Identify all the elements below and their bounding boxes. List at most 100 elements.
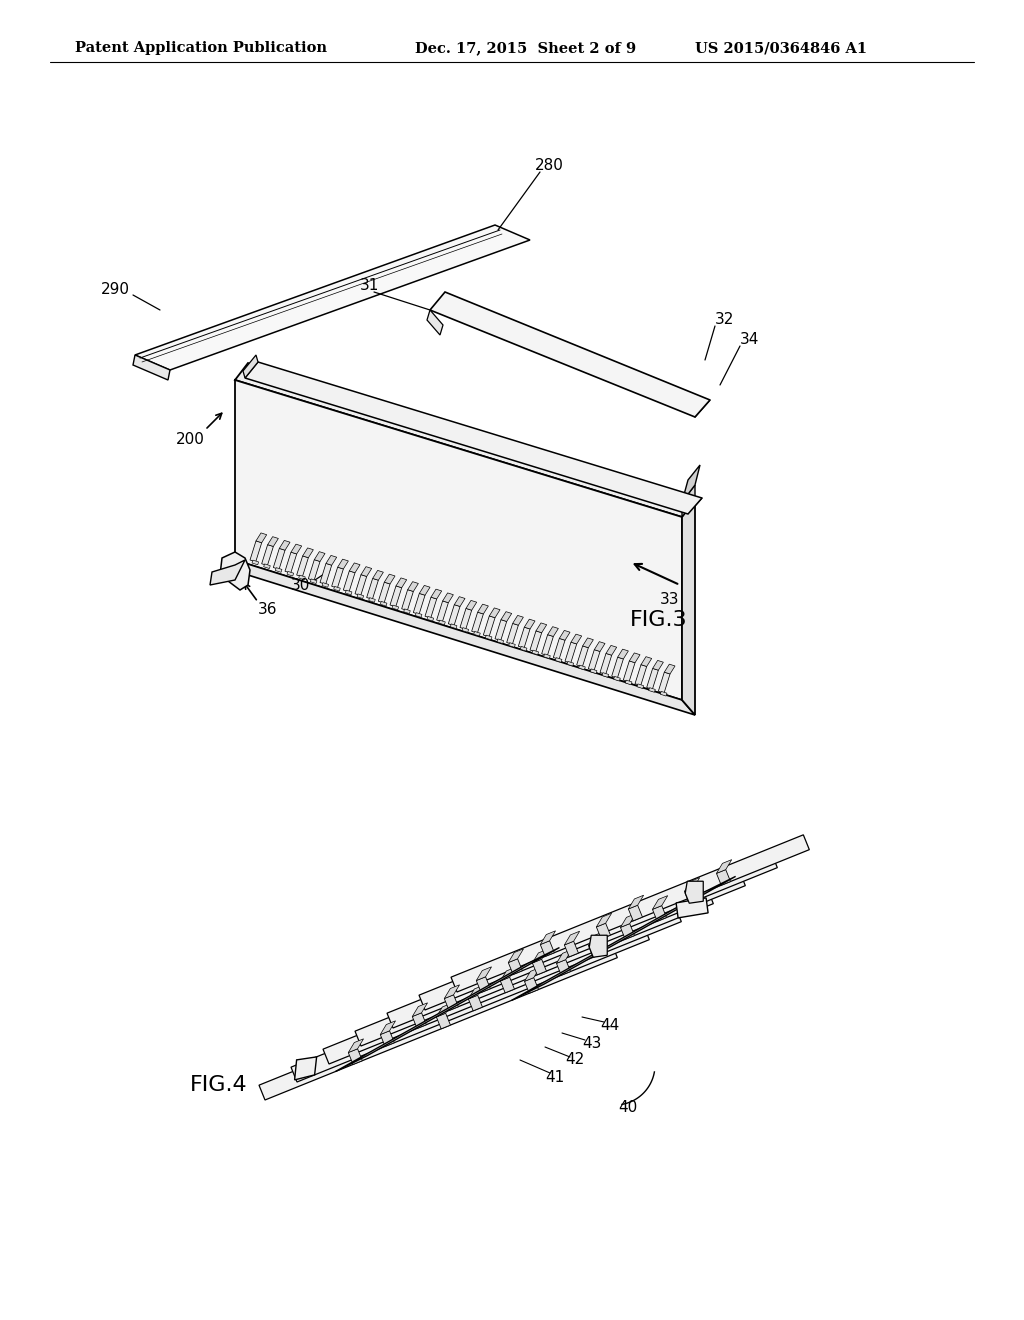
Polygon shape [652,906,667,921]
Polygon shape [476,977,490,993]
Text: Patent Application Publication: Patent Application Publication [75,41,327,55]
Text: 32: 32 [715,313,734,327]
Polygon shape [355,888,714,1045]
Polygon shape [512,876,735,1001]
Polygon shape [436,1003,452,1016]
Polygon shape [532,960,547,975]
Text: 44: 44 [600,1018,620,1032]
Polygon shape [133,355,170,380]
Polygon shape [419,853,777,1010]
Polygon shape [682,484,695,517]
Polygon shape [416,612,422,618]
Polygon shape [637,684,644,689]
Polygon shape [275,568,282,573]
Polygon shape [553,639,565,659]
Polygon shape [524,978,539,993]
Polygon shape [408,582,419,591]
Text: 34: 34 [740,333,760,347]
Polygon shape [451,834,809,993]
Polygon shape [245,362,702,513]
Polygon shape [413,1012,426,1028]
Polygon shape [413,1003,428,1016]
Polygon shape [392,605,398,610]
Text: 33: 33 [660,593,680,607]
Polygon shape [530,631,542,652]
Polygon shape [462,627,469,632]
Polygon shape [322,582,329,587]
Polygon shape [626,680,632,685]
Polygon shape [361,566,372,577]
Polygon shape [606,645,616,655]
Polygon shape [507,623,518,644]
Polygon shape [548,627,558,636]
Polygon shape [648,688,655,692]
Polygon shape [234,560,695,715]
Polygon shape [273,548,285,569]
Polygon shape [431,589,441,599]
Polygon shape [629,895,644,909]
Polygon shape [380,1020,395,1035]
Polygon shape [559,631,570,640]
Polygon shape [589,941,602,957]
Polygon shape [425,597,436,618]
Polygon shape [310,579,317,583]
Polygon shape [234,363,695,517]
Polygon shape [378,582,390,603]
Polygon shape [483,616,495,636]
Polygon shape [427,616,433,620]
Polygon shape [355,574,367,595]
Polygon shape [280,540,290,550]
Polygon shape [466,601,477,610]
Text: 43: 43 [582,1035,601,1051]
Polygon shape [334,586,340,591]
Polygon shape [602,673,608,677]
Polygon shape [596,923,610,939]
Polygon shape [319,564,332,585]
Polygon shape [380,1031,394,1047]
Polygon shape [436,601,449,622]
Polygon shape [468,995,482,1011]
Polygon shape [518,627,530,648]
Polygon shape [556,960,570,975]
Polygon shape [474,631,480,636]
Polygon shape [641,656,651,667]
Polygon shape [635,665,647,685]
Polygon shape [583,638,593,648]
Polygon shape [210,560,245,585]
Polygon shape [676,898,709,917]
Polygon shape [497,639,504,644]
Polygon shape [556,949,571,964]
Polygon shape [343,572,355,591]
Polygon shape [436,1014,451,1028]
Text: FIG.3: FIG.3 [630,610,688,630]
Polygon shape [234,380,682,700]
Text: 280: 280 [535,157,564,173]
Polygon shape [243,355,258,378]
Text: Dec. 17, 2015  Sheet 2 of 9: Dec. 17, 2015 Sheet 2 of 9 [415,41,636,55]
Polygon shape [589,932,604,945]
Text: FIG.4: FIG.4 [190,1074,248,1096]
Polygon shape [401,590,414,611]
Polygon shape [577,645,589,667]
Polygon shape [414,594,425,614]
Polygon shape [449,605,460,626]
Polygon shape [336,948,559,1072]
Text: 30: 30 [291,578,309,593]
Polygon shape [717,870,730,886]
Polygon shape [489,609,500,618]
Polygon shape [485,635,492,640]
Polygon shape [430,292,710,417]
Polygon shape [495,619,507,640]
Polygon shape [348,1039,364,1052]
Polygon shape [652,660,664,671]
Polygon shape [600,653,611,675]
Polygon shape [647,668,658,689]
Polygon shape [332,568,343,587]
Polygon shape [380,602,387,606]
Text: 200: 200 [176,433,205,447]
Polygon shape [520,647,527,651]
Polygon shape [684,878,699,891]
Polygon shape [387,871,745,1028]
Text: US 2015/0364846 A1: US 2015/0364846 A1 [695,41,867,55]
Polygon shape [555,657,562,663]
